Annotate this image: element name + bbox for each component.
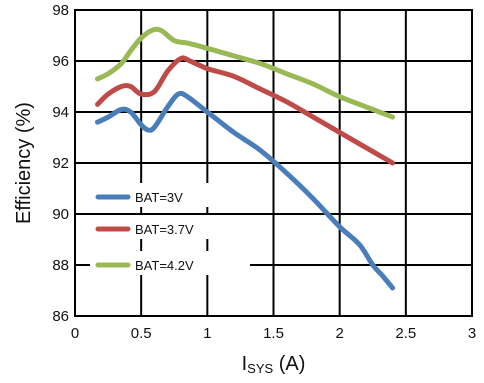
x-tick-label: 2 [335,325,343,342]
legend-label: BAT=4.2V [135,258,194,273]
x-axis-label-subscript: SYS [247,361,273,376]
series-layer [95,26,396,291]
legend-label: BAT=3.7V [135,222,194,237]
x-axis-label-unit: (A) [273,353,305,375]
y-tick-label: 96 [52,53,69,70]
x-tick-label: 1.5 [263,325,284,342]
y-tick-label: 92 [52,155,69,172]
legend: BAT=3V BAT=3.7V BAT=4.2V [90,183,250,275]
y-tick-label: 94 [52,104,69,121]
x-tick-label: 0 [71,325,79,342]
y-tick-label: 88 [52,257,69,274]
x-axis-label: ISYS (A) [242,353,306,376]
tick-labels: 0 0.5 1 1.5 2 2.5 3 86 88 90 92 94 96 98 [52,2,476,342]
y-tick-label: 86 [52,308,69,325]
x-tick-label: 2.5 [395,325,416,342]
series-line [95,90,396,291]
y-axis-label: Efficiency (%) [13,102,35,224]
x-tick-label: 1 [203,325,211,342]
x-tick-label: 0.5 [131,325,152,342]
series-line [95,55,396,166]
x-tick-label: 3 [468,325,476,342]
legend-label: BAT=3V [135,190,183,205]
y-tick-label: 98 [52,2,69,19]
x-axis-label-main: I [242,353,248,375]
series-line [95,26,396,120]
y-tick-label: 90 [52,206,69,223]
